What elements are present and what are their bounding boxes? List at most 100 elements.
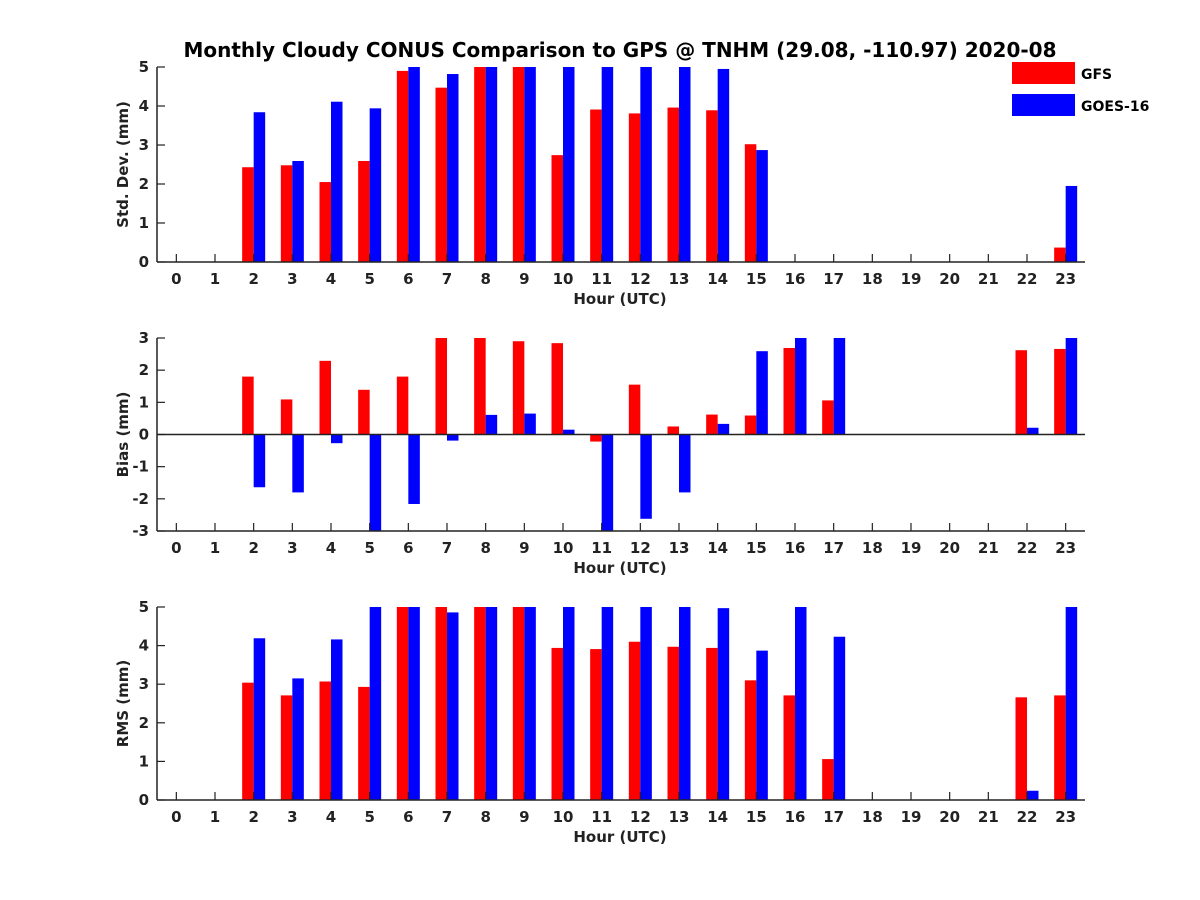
bar-gfs-hour-10 bbox=[551, 343, 563, 435]
bar-gfs-hour-8 bbox=[474, 607, 486, 800]
x-axis-label: Hour (UTC) bbox=[573, 290, 666, 308]
x-tick-label: 18 bbox=[862, 808, 883, 826]
x-tick-label: 1 bbox=[210, 808, 220, 826]
bar-gfs-hour-3 bbox=[280, 399, 293, 435]
x-tick-label: 12 bbox=[630, 808, 651, 826]
bar-goes-16-hour-14 bbox=[717, 423, 730, 435]
y-tick-label: 4 bbox=[139, 97, 149, 115]
bar-goes-16-hour-10 bbox=[563, 607, 575, 800]
x-tick-label: 8 bbox=[480, 539, 490, 557]
x-tick-label: 13 bbox=[669, 539, 690, 557]
bar-goes-16-hour-14 bbox=[717, 608, 730, 800]
bar-goes-16-hour-11 bbox=[601, 67, 614, 262]
x-tick-label: 4 bbox=[326, 270, 336, 288]
x-tick-label: 10 bbox=[553, 539, 574, 557]
x-tick-label: 8 bbox=[480, 270, 490, 288]
bar-goes-16-hour-13 bbox=[679, 607, 691, 800]
bar-goes-16-hour-6 bbox=[408, 434, 420, 504]
bar-gfs-hour-11 bbox=[590, 434, 602, 442]
bar-goes-16-hour-4 bbox=[331, 639, 343, 800]
bar-gfs-hour-11 bbox=[590, 109, 602, 262]
y-tick-label: 1 bbox=[139, 214, 149, 232]
x-tick-label: 5 bbox=[364, 808, 374, 826]
x-tick-label: 13 bbox=[669, 808, 690, 826]
bar-goes-16-hour-13 bbox=[679, 434, 691, 493]
bar-gfs-hour-17 bbox=[822, 759, 834, 800]
bar-goes-16-hour-13 bbox=[679, 67, 691, 262]
x-tick-label: 16 bbox=[785, 539, 806, 557]
x-tick-label: 19 bbox=[901, 270, 922, 288]
bar-gfs-hour-12 bbox=[628, 113, 641, 262]
x-tick-label: 23 bbox=[1055, 808, 1076, 826]
chart-title: Monthly Cloudy CONUS Comparison to GPS @… bbox=[183, 38, 1056, 62]
x-axis-label: Hour (UTC) bbox=[573, 559, 666, 577]
x-tick-label: 3 bbox=[287, 808, 297, 826]
bar-gfs-hour-13 bbox=[667, 646, 679, 800]
y-tick-label: 5 bbox=[139, 58, 149, 76]
bar-goes-16-hour-3 bbox=[292, 678, 304, 800]
y-tick-label: 0 bbox=[139, 791, 149, 809]
bar-gfs-hour-23 bbox=[1054, 348, 1066, 435]
bar-gfs-hour-6 bbox=[396, 376, 409, 435]
x-tick-label: 20 bbox=[939, 539, 960, 557]
bar-goes-16-hour-10 bbox=[563, 67, 575, 262]
y-tick-label: 1 bbox=[139, 393, 149, 411]
x-tick-label: 10 bbox=[553, 808, 574, 826]
x-tick-label: 3 bbox=[287, 539, 297, 557]
legend: GFS GOES-16 bbox=[1012, 62, 1149, 116]
bar-goes-16-hour-11 bbox=[601, 434, 614, 531]
x-tick-label: 6 bbox=[403, 539, 413, 557]
bar-goes-16-hour-3 bbox=[292, 160, 304, 262]
bar-gfs-hour-7 bbox=[435, 607, 447, 800]
bar-goes-16-hour-6 bbox=[408, 67, 420, 262]
bar-gfs-hour-11 bbox=[590, 649, 602, 800]
bar-goes-16-hour-23 bbox=[1065, 338, 1078, 435]
bar-goes-16-hour-5 bbox=[369, 108, 382, 262]
bar-gfs-hour-5 bbox=[358, 160, 370, 262]
x-tick-label: 14 bbox=[707, 808, 728, 826]
bar-gfs-hour-12 bbox=[628, 641, 641, 800]
bar-goes-16-hour-4 bbox=[331, 434, 343, 444]
bar-goes-16-hour-3 bbox=[292, 434, 304, 493]
bar-goes-16-hour-12 bbox=[640, 67, 652, 262]
x-tick-label: 23 bbox=[1055, 270, 1076, 288]
x-tick-label: 4 bbox=[326, 808, 336, 826]
x-tick-label: 16 bbox=[785, 808, 806, 826]
x-tick-label: 8 bbox=[480, 808, 490, 826]
bar-gfs-hour-15 bbox=[744, 415, 757, 435]
bar-goes-16-hour-9 bbox=[524, 607, 536, 800]
bar-gfs-hour-7 bbox=[435, 338, 447, 435]
bar-goes-16-hour-4 bbox=[331, 101, 343, 263]
bar-goes-16-hour-15 bbox=[756, 650, 768, 800]
y-tick-label: 2 bbox=[139, 361, 149, 379]
bar-goes-16-hour-2 bbox=[253, 434, 266, 488]
bar-gfs-hour-16 bbox=[783, 695, 795, 800]
bar-gfs-hour-13 bbox=[667, 426, 679, 435]
bar-gfs-hour-15 bbox=[744, 144, 757, 262]
x-tick-label: 18 bbox=[862, 539, 883, 557]
bar-gfs-hour-22 bbox=[1015, 350, 1027, 435]
bar-gfs-hour-3 bbox=[280, 165, 293, 262]
x-tick-label: 11 bbox=[591, 808, 612, 826]
x-tick-label: 21 bbox=[978, 270, 999, 288]
bar-gfs-hour-14 bbox=[706, 110, 718, 262]
x-tick-label: 12 bbox=[630, 270, 651, 288]
x-tick-label: 20 bbox=[939, 808, 960, 826]
y-tick-label: 3 bbox=[139, 136, 149, 154]
x-tick-label: 23 bbox=[1055, 539, 1076, 557]
bar-goes-16-hour-7 bbox=[447, 434, 459, 441]
bar-goes-16-hour-22 bbox=[1027, 790, 1039, 800]
x-tick-label: 15 bbox=[746, 270, 767, 288]
x-axis-label: Hour (UTC) bbox=[573, 828, 666, 846]
bar-gfs-hour-10 bbox=[551, 155, 563, 262]
y-tick-label: 2 bbox=[139, 714, 149, 732]
x-tick-label: 15 bbox=[746, 539, 767, 557]
bar-gfs-hour-23 bbox=[1054, 695, 1066, 800]
bar-goes-16-hour-17 bbox=[833, 338, 846, 435]
bar-gfs-hour-13 bbox=[667, 107, 679, 262]
y-tick-label: 3 bbox=[139, 329, 149, 347]
bar-goes-16-hour-2 bbox=[253, 638, 266, 800]
x-tick-label: 14 bbox=[707, 270, 728, 288]
y-tick-label: 0 bbox=[139, 426, 149, 444]
